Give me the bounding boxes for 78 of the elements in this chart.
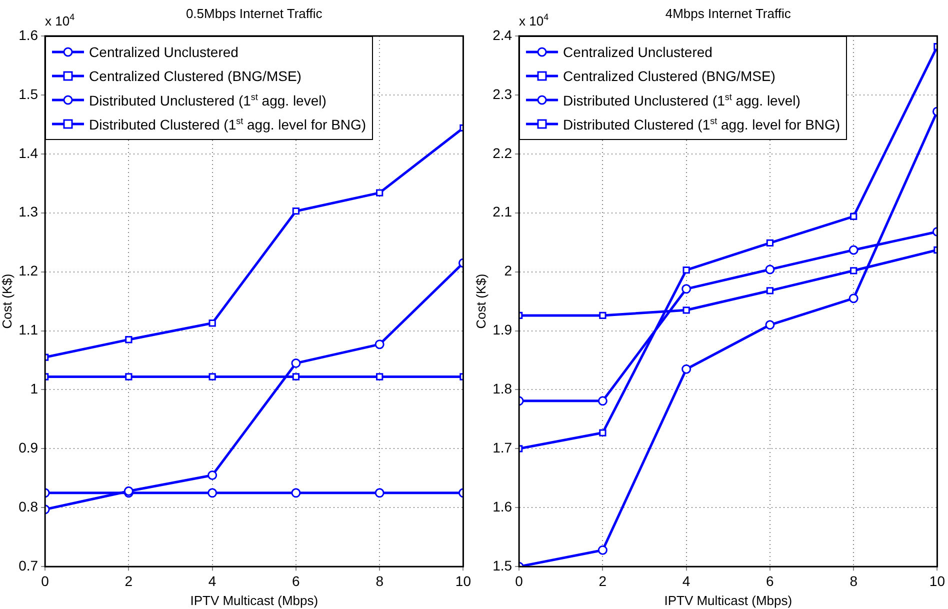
x-tick-label: 6 — [292, 572, 300, 589]
point — [598, 396, 608, 406]
point — [125, 373, 132, 380]
y-tick-label: 2.4 — [492, 26, 512, 43]
chart-title: 4Mbps Internet Traffic — [665, 6, 791, 21]
y-tick-label: 1.6 — [492, 498, 512, 515]
legend-label: Distributed Clustered (1$^{st}$ agg. level for BNG) — [563, 116, 840, 132]
point — [598, 545, 608, 555]
point — [850, 212, 858, 220]
y-tick-label: 1.7 — [492, 440, 512, 456]
point — [765, 320, 775, 330]
point — [682, 306, 690, 314]
x-tick-label: 0 — [41, 572, 50, 589]
point — [599, 312, 606, 320]
y-tick-label: 2.2 — [492, 144, 512, 161]
legend-label: Distributed Unclustered (1$^{st}$ agg. level) — [563, 92, 800, 108]
point — [682, 364, 692, 374]
point — [599, 429, 606, 436]
legend-label: Centralized Clustered (BNG/MSE) — [563, 68, 776, 84]
point — [376, 189, 384, 196]
point — [682, 284, 692, 294]
x-tick-label: 4 — [208, 572, 216, 589]
y-tick-label: 1.9 — [492, 322, 512, 338]
point — [208, 373, 216, 380]
x-tick-label: 4 — [682, 572, 690, 589]
x-axis-title: IPTV Multicast (Mbps) — [190, 592, 318, 608]
y-tick-label: 0.7 — [18, 557, 38, 574]
legend-label: Centralized Clustered (BNG/MSE) — [89, 68, 302, 84]
y-tick-label: 1.1 — [18, 322, 38, 338]
legend-label: Distributed Clustered (1$^{st}$ agg. level for BNG) — [89, 116, 366, 132]
y-axis-title: Cost (K$) — [0, 274, 14, 329]
x-tick-label: 2 — [124, 572, 133, 589]
x-tick-label: 0 — [515, 572, 524, 589]
point — [848, 245, 858, 255]
point — [766, 287, 774, 294]
x-tick-label: 6 — [766, 572, 774, 589]
legend-label: Distributed Unclustered (1$^{st}$ agg. level) — [89, 92, 326, 108]
point — [765, 264, 775, 274]
point — [374, 488, 384, 498]
point — [291, 358, 301, 368]
point — [848, 294, 858, 304]
y-tick-label: 1 — [30, 380, 38, 397]
y-tick-label: 0.8 — [18, 498, 38, 515]
point — [292, 373, 300, 380]
point — [374, 340, 384, 350]
point — [208, 470, 218, 480]
point — [850, 267, 858, 274]
y-tick-label: 1.2 — [18, 262, 38, 279]
point — [291, 488, 301, 498]
y-tick-label: 2 — [504, 262, 512, 279]
chart-title: 0.5Mbps Internet Traffic — [186, 6, 322, 21]
y-tick-label: 2.1 — [492, 204, 512, 220]
x-axis-title: IPTV Multicast (Mbps) — [664, 592, 792, 608]
text: x 10$^{4}$ — [45, 12, 75, 28]
point — [376, 373, 384, 380]
x-tick-label: 10 — [455, 572, 472, 589]
legend-label: Centralized Unclustered — [563, 44, 712, 60]
point — [125, 336, 132, 344]
point — [682, 266, 690, 274]
y-tick-label: 1.8 — [492, 380, 512, 397]
text: x 10$^{4}$ — [519, 12, 549, 28]
y-tick-label: 1.5 — [492, 557, 512, 574]
y-tick-label: 1.5 — [18, 86, 38, 102]
y-tick-label: 1.4 — [18, 144, 38, 161]
point — [292, 208, 300, 215]
x-tick-label: 8 — [376, 572, 384, 589]
point — [766, 239, 774, 247]
x-tick-label: 2 — [598, 572, 607, 589]
legend-label: Centralized Unclustered — [89, 44, 238, 60]
point — [208, 320, 216, 327]
y-tick-label: 2.3 — [492, 86, 512, 102]
x-tick-label: 10 — [929, 572, 946, 589]
y-tick-label: 0.9 — [18, 440, 38, 456]
x-tick-label: 8 — [850, 572, 858, 589]
y-tick-label: 1.3 — [18, 204, 38, 220]
y-tick-label: 1.6 — [18, 26, 38, 43]
point — [208, 488, 218, 498]
y-axis-title: Cost (K$) — [473, 274, 488, 329]
